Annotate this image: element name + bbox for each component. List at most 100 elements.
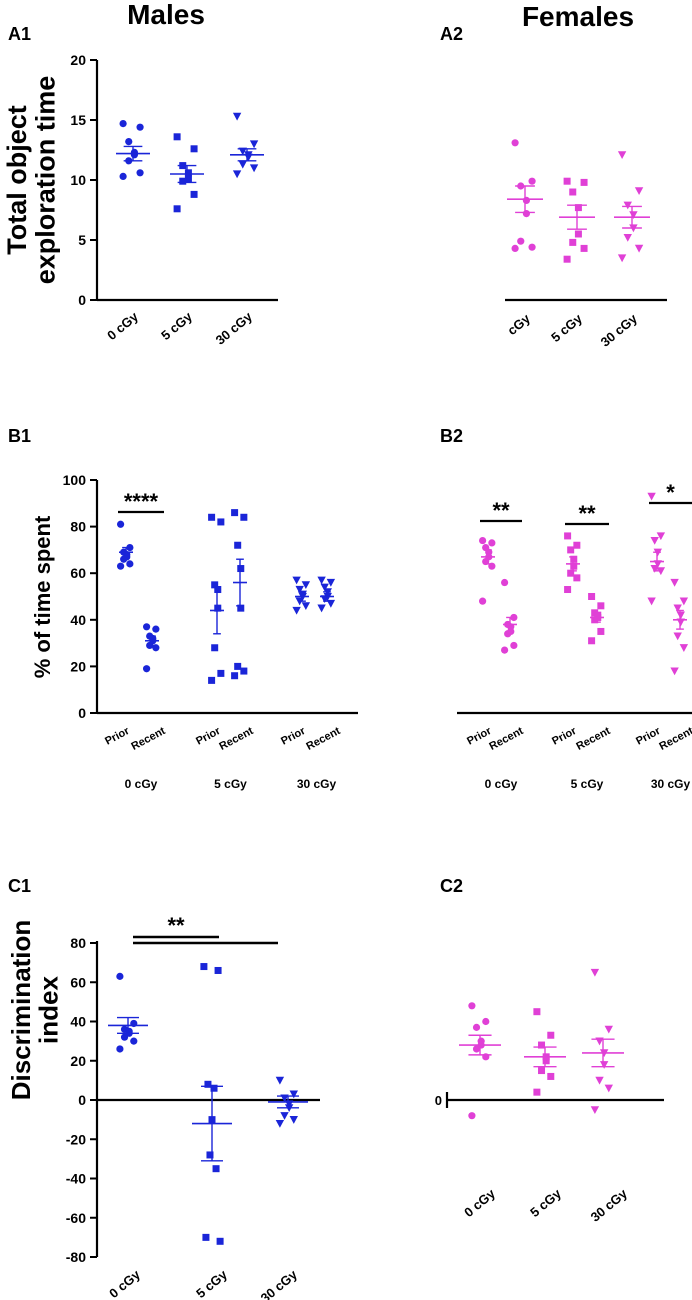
square-point xyxy=(570,562,578,570)
circle-point xyxy=(501,646,509,654)
square-point xyxy=(211,644,219,652)
y-tick-label: 60 xyxy=(70,565,86,581)
triangle-point xyxy=(595,1076,604,1085)
sig-label: ** xyxy=(578,501,596,526)
y-axis-title: % of time spent xyxy=(30,515,55,678)
triangle-point xyxy=(289,1116,298,1124)
square-point xyxy=(563,177,571,185)
sig-label: ** xyxy=(167,913,185,938)
group-1 xyxy=(524,1008,566,1096)
x-tick-label: 5 cGy xyxy=(193,1266,230,1300)
square-point xyxy=(240,513,248,521)
group-2 xyxy=(268,1076,308,1128)
square-point xyxy=(574,230,582,238)
panel-label: A1 xyxy=(8,24,31,44)
circle-point xyxy=(117,562,125,570)
triangle-point xyxy=(679,597,689,606)
square-point xyxy=(533,1088,541,1096)
square-point xyxy=(538,1067,546,1075)
panel-label: B1 xyxy=(8,426,31,446)
triangle-point xyxy=(590,968,600,977)
square-point xyxy=(211,581,219,589)
square-point xyxy=(542,1057,550,1065)
y-tick-label: -60 xyxy=(66,1210,86,1226)
square-point xyxy=(202,1233,210,1241)
chart-A2: A2 cGy 5 cGy 30 cGy xyxy=(440,24,667,350)
group-0 xyxy=(459,1002,501,1120)
group-2 xyxy=(582,968,624,1115)
square-point xyxy=(217,518,225,526)
triangle-point xyxy=(590,1106,600,1115)
circle-point xyxy=(130,1037,138,1045)
triangle-point xyxy=(280,1112,289,1120)
y-tick-label: 0 xyxy=(78,1092,86,1108)
prior-0 xyxy=(479,536,496,605)
square-point xyxy=(231,672,239,680)
panel-label: B2 xyxy=(440,426,463,446)
recent-1 xyxy=(231,509,248,680)
square-point xyxy=(210,1084,218,1092)
y-tick-label: 80 xyxy=(70,519,86,535)
triangle-point xyxy=(301,602,311,611)
triangle-point xyxy=(617,151,627,159)
y-axis-title-line: % of time spent xyxy=(30,515,55,678)
triangle-point xyxy=(650,536,659,545)
triangle-point xyxy=(673,632,682,641)
circle-point xyxy=(143,623,151,631)
triangle-point xyxy=(670,578,679,587)
y-tick-label: 0 xyxy=(78,705,86,721)
prior-1 xyxy=(208,513,225,684)
circle-point xyxy=(468,1112,476,1120)
recent-2 xyxy=(670,578,689,676)
circle-point xyxy=(482,1017,490,1026)
y-tick-label: -20 xyxy=(66,1131,86,1147)
y-tick-label: 0 xyxy=(435,1093,442,1108)
square-point xyxy=(569,238,577,246)
circle-point xyxy=(136,123,144,131)
square-point xyxy=(567,546,575,554)
y-tick-label: 40 xyxy=(70,1014,86,1030)
triangle-point xyxy=(623,234,632,242)
triangle-point xyxy=(634,244,644,253)
title-males: Males xyxy=(127,0,205,30)
square-point xyxy=(597,627,605,635)
triangle-point xyxy=(673,604,682,613)
y-tick-label: 80 xyxy=(70,935,86,951)
prior-1 xyxy=(564,532,581,594)
circle-point xyxy=(116,972,124,980)
group-0 xyxy=(108,972,148,1053)
x-sub-label-recent: Recent xyxy=(304,725,342,753)
square-point xyxy=(547,1031,555,1039)
square-point xyxy=(591,616,599,624)
triangle-point xyxy=(249,140,259,149)
square-point xyxy=(597,602,605,610)
circle-point xyxy=(522,210,531,218)
square-point xyxy=(573,574,581,582)
square-point xyxy=(574,204,582,212)
group-0 xyxy=(116,120,150,180)
x-sub-label-recent: Recent xyxy=(657,725,692,753)
x-tick-label: 5 cGy xyxy=(548,310,585,345)
triangle-point xyxy=(295,585,304,594)
x-group-label: 0 cGy xyxy=(125,777,158,791)
circle-point xyxy=(528,243,536,251)
triangle-point xyxy=(604,1025,613,1034)
x-tick-label: 0 cGy xyxy=(461,1185,498,1220)
square-point xyxy=(570,555,578,563)
square-point xyxy=(212,1165,220,1173)
y-tick-label: 20 xyxy=(70,1053,86,1069)
circle-point xyxy=(120,1033,129,1041)
triangle-point xyxy=(238,160,247,169)
plots-layer: A1 Total objectexploration time 0 5 10 15 20 0 … xyxy=(2,24,692,1300)
square-point xyxy=(214,586,222,594)
circle-point xyxy=(472,1023,481,1031)
square-point xyxy=(234,662,242,670)
triangle-point xyxy=(670,667,679,676)
triangle-point xyxy=(289,1090,298,1099)
square-point xyxy=(206,1151,214,1159)
square-point xyxy=(237,565,245,573)
square-point xyxy=(216,1237,224,1245)
x-tick-label: 30 cGy xyxy=(258,1266,301,1300)
square-point xyxy=(588,637,596,645)
